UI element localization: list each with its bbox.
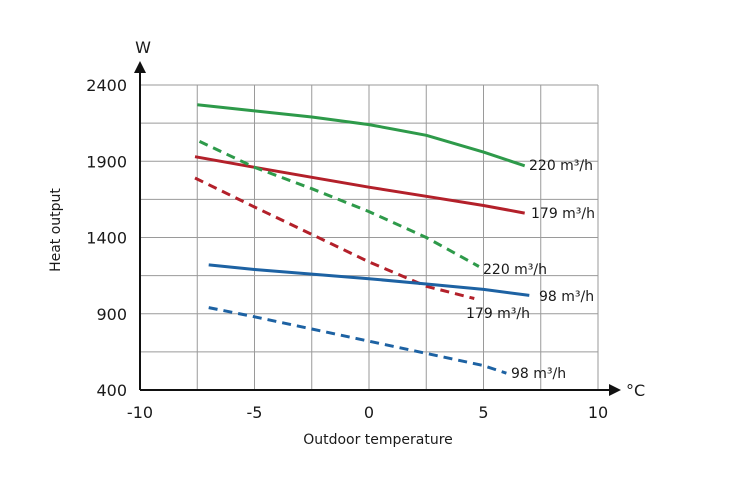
- series-line-4-solid: [208, 263, 530, 297]
- series-label-220-dashed: 220 m³/h: [483, 262, 547, 278]
- x-tick-label: -5: [247, 403, 263, 422]
- x-axis-unit: °C: [626, 381, 645, 400]
- series-line-5-dashed: [208, 306, 507, 375]
- series-label-179-dashed: 179 m³/h: [466, 306, 530, 322]
- series-label-98-dashed: 98 m³/h: [511, 366, 566, 382]
- series-labels: 220 m³/h 179 m³/h 220 m³/h 179 m³/h 98 m…: [466, 158, 595, 382]
- x-tick-label: -10: [127, 403, 153, 422]
- y-axis-unit: W: [135, 38, 151, 57]
- grid-lines: [140, 84, 599, 390]
- y-axis-title: Heat output: [48, 188, 64, 272]
- series-label-179-solid: 179 m³/h: [531, 206, 595, 222]
- series-line-0-solid: [197, 103, 526, 168]
- series-line-2-dashed: [198, 140, 480, 268]
- y-tick-label: 900: [96, 305, 127, 324]
- y-tick-label: 1400: [86, 229, 127, 248]
- x-tick-labels: -10 -5 0 5 10: [127, 403, 608, 422]
- y-tick-labels: 400 900 1400 1900 2400: [86, 76, 127, 400]
- x-axis-title: Outdoor temperature: [303, 432, 453, 448]
- axes: W °C Outdoor temperature Heat output: [48, 38, 645, 448]
- x-axis-arrow-icon: [609, 384, 621, 396]
- x-tick-label: 5: [478, 403, 488, 422]
- x-tick-label: 10: [588, 403, 608, 422]
- y-tick-label: 1900: [86, 152, 127, 171]
- series-line-3-dashed: [194, 176, 475, 300]
- series-label-98-solid: 98 m³/h: [539, 289, 594, 305]
- series-line-1-solid: [194, 155, 525, 215]
- series-label-220-solid: 220 m³/h: [529, 158, 593, 174]
- x-tick-label: 0: [364, 403, 374, 422]
- series-lines: [194, 103, 530, 375]
- y-tick-label: 400: [96, 381, 127, 400]
- y-tick-label: 2400: [86, 76, 127, 95]
- y-axis-arrow-icon: [134, 61, 146, 73]
